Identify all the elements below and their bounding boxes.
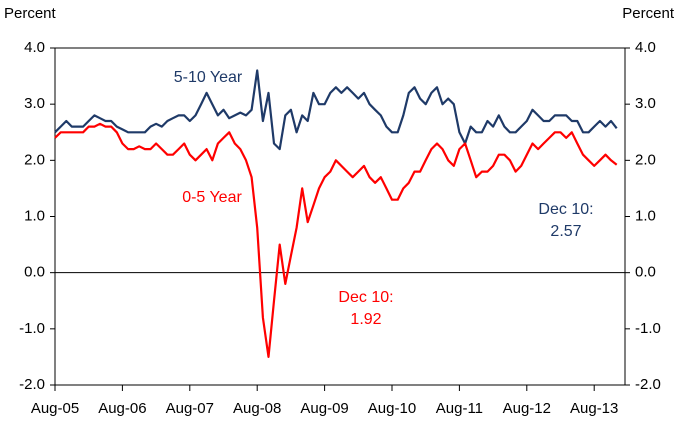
y-tick-label: 4.0: [24, 39, 45, 56]
x-tick-label: Aug-11: [436, 400, 483, 417]
y-tick-label: 1.0: [24, 207, 45, 224]
y2-tick-label: 4.0: [635, 39, 656, 56]
y2-tick-label: 3.0: [635, 95, 656, 112]
x-tick-label: Aug-10: [368, 400, 416, 417]
x-tick-label: Aug-08: [233, 400, 281, 417]
y-tick-label: 0.0: [24, 264, 45, 281]
y2-tick-label: 2.0: [635, 151, 656, 168]
x-tick-label: Aug-12: [503, 400, 551, 417]
y-tick-label: -2.0: [19, 376, 45, 393]
series-line: [54, 122, 618, 358]
series-line: [54, 69, 618, 151]
annotation: 2.57: [550, 223, 581, 240]
x-tick-label: Aug-13: [570, 400, 618, 417]
x-tick-label: Aug-06: [98, 400, 146, 417]
y-tick-label: 2.0: [24, 151, 45, 168]
y-axis-label: Percent: [4, 5, 57, 22]
y-tick-label: 3.0: [24, 95, 45, 112]
y2-tick-label: -2.0: [635, 376, 661, 393]
annotation: 0-5 Year: [182, 189, 242, 206]
annotation: Dec 10:: [338, 289, 393, 306]
annotation: Dec 10:: [538, 201, 593, 218]
annotation: 5-10 Year: [174, 69, 243, 86]
x-tick-label: Aug-07: [166, 400, 214, 417]
x-tick-label: Aug-09: [300, 400, 348, 417]
x-tick-label: Aug-05: [31, 400, 79, 417]
y2-tick-label: 0.0: [635, 264, 656, 281]
y-tick-label: -1.0: [19, 320, 45, 337]
y2-tick-label: 1.0: [635, 207, 656, 224]
y2-axis-label: Percent: [622, 5, 675, 22]
annotation: 1.92: [350, 311, 381, 328]
y2-tick-label: -1.0: [635, 320, 661, 337]
